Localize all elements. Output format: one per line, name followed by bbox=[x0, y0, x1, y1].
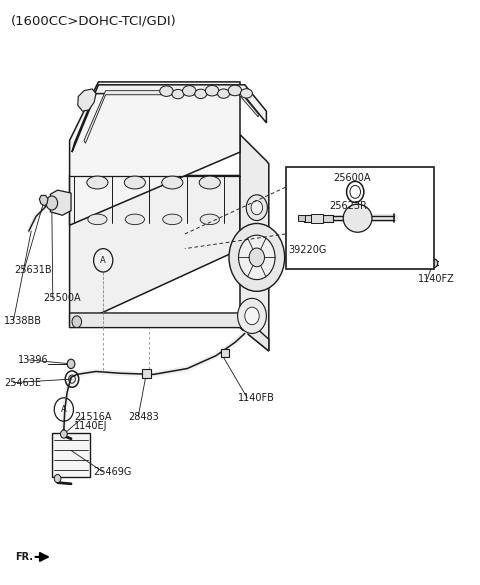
Polygon shape bbox=[70, 176, 240, 328]
Polygon shape bbox=[84, 91, 258, 143]
Bar bbox=[221, 349, 229, 357]
Ellipse shape bbox=[88, 214, 107, 225]
Text: A: A bbox=[100, 256, 106, 265]
Circle shape bbox=[238, 298, 266, 333]
Polygon shape bbox=[39, 195, 48, 206]
Circle shape bbox=[54, 474, 61, 483]
Ellipse shape bbox=[228, 85, 241, 96]
Circle shape bbox=[46, 196, 58, 210]
Polygon shape bbox=[70, 82, 240, 225]
Text: 25469G: 25469G bbox=[94, 467, 132, 477]
Circle shape bbox=[60, 430, 67, 438]
Text: 13396: 13396 bbox=[18, 355, 49, 365]
Bar bbox=[52, 433, 90, 477]
Text: 25631B: 25631B bbox=[14, 265, 52, 276]
Text: 21516A: 21516A bbox=[74, 411, 112, 422]
Text: 39220G: 39220G bbox=[288, 245, 326, 256]
Circle shape bbox=[72, 316, 82, 328]
Bar bbox=[142, 369, 151, 378]
Circle shape bbox=[431, 259, 438, 267]
Ellipse shape bbox=[172, 90, 184, 99]
Text: 25623R: 25623R bbox=[329, 201, 367, 211]
Circle shape bbox=[229, 223, 285, 291]
Text: 1338BB: 1338BB bbox=[4, 315, 42, 326]
Ellipse shape bbox=[217, 89, 229, 98]
Text: 25600A: 25600A bbox=[334, 173, 371, 184]
Text: 25500A: 25500A bbox=[43, 293, 81, 304]
Polygon shape bbox=[70, 313, 269, 351]
Ellipse shape bbox=[195, 89, 207, 98]
Bar bbox=[311, 214, 323, 223]
Ellipse shape bbox=[240, 89, 252, 98]
Bar bbox=[286, 167, 434, 269]
Ellipse shape bbox=[125, 214, 144, 225]
Ellipse shape bbox=[200, 214, 219, 225]
Circle shape bbox=[67, 359, 75, 369]
Ellipse shape bbox=[205, 85, 219, 96]
Text: A: A bbox=[61, 405, 67, 414]
Bar bbox=[304, 215, 333, 222]
Ellipse shape bbox=[124, 176, 145, 189]
Text: 28483: 28483 bbox=[129, 411, 159, 422]
Ellipse shape bbox=[160, 86, 173, 97]
Polygon shape bbox=[72, 85, 266, 152]
Ellipse shape bbox=[163, 214, 182, 225]
Polygon shape bbox=[240, 135, 269, 351]
Text: 1140EJ: 1140EJ bbox=[74, 421, 108, 431]
Ellipse shape bbox=[182, 85, 196, 96]
Ellipse shape bbox=[162, 176, 183, 189]
Ellipse shape bbox=[343, 204, 372, 232]
Circle shape bbox=[251, 201, 263, 215]
Text: 1140FZ: 1140FZ bbox=[418, 274, 455, 284]
Circle shape bbox=[245, 307, 259, 325]
Text: 1140FB: 1140FB bbox=[238, 393, 275, 403]
Circle shape bbox=[246, 195, 267, 221]
Circle shape bbox=[239, 235, 275, 280]
Text: (1600CC>DOHC-TCI/GDI): (1600CC>DOHC-TCI/GDI) bbox=[11, 15, 176, 27]
Text: FR.: FR. bbox=[15, 552, 33, 562]
Circle shape bbox=[249, 248, 264, 267]
Polygon shape bbox=[50, 190, 71, 215]
Polygon shape bbox=[78, 89, 96, 111]
Bar bbox=[298, 215, 305, 221]
Ellipse shape bbox=[199, 176, 220, 189]
Text: 25463E: 25463E bbox=[4, 377, 41, 388]
Ellipse shape bbox=[87, 176, 108, 189]
